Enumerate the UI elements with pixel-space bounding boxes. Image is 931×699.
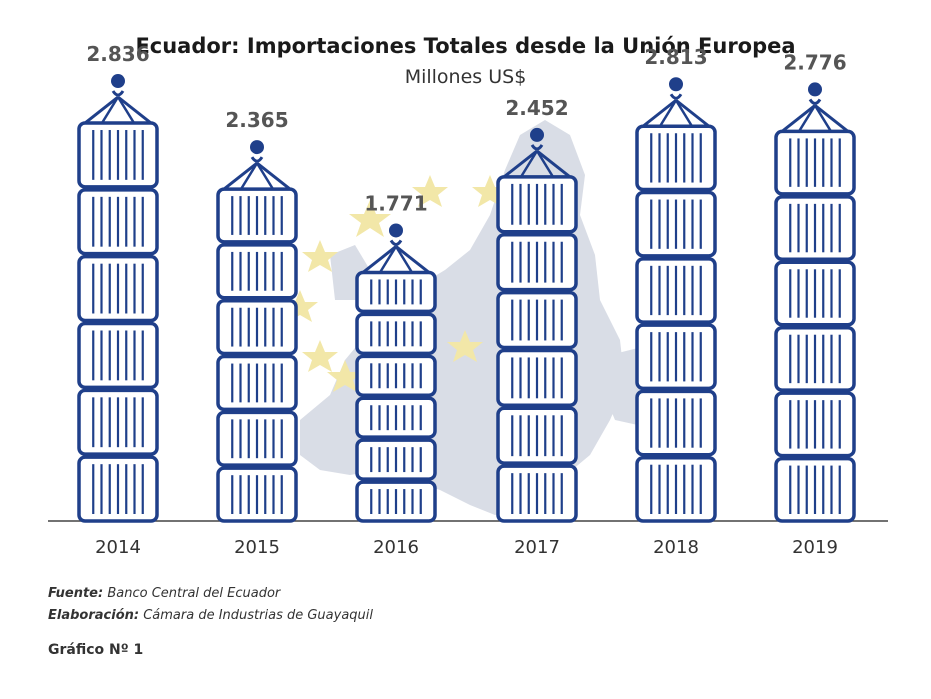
value-label-2017: 2.452 (505, 96, 568, 120)
sling-right (536, 149, 571, 179)
sling-inner-left (658, 99, 678, 127)
sling-inner-right (255, 162, 275, 190)
hook-icon (250, 156, 264, 163)
value-label-2015: 2.365 (225, 108, 288, 132)
sling-inner-left (100, 96, 120, 124)
bar-2017: 2.452 (496, 96, 578, 523)
hook-icon (808, 98, 822, 105)
sling-left (223, 161, 258, 191)
bar-2014: 2.836 (77, 42, 159, 523)
x-tick-label-2014: 2014 (95, 537, 141, 558)
x-tick-label-2016: 2016 (373, 537, 419, 558)
hook-icon (530, 144, 544, 151)
bar-2016: 1.771 (355, 191, 437, 523)
bar-2019: 2.776 (774, 50, 856, 523)
hook-icon (111, 90, 125, 97)
made-by-text: Cámara de Industrias de Guayaquil (143, 608, 374, 623)
bar-2018: 2.813 (635, 45, 717, 523)
sling-left (503, 149, 538, 179)
chart-title: Ecuador: Importaciones Totales desde la … (135, 34, 796, 58)
hook-icon (669, 93, 683, 100)
source-text: Banco Central del Ecuador (107, 586, 281, 601)
hook-icon (389, 239, 403, 246)
sling-inner-right (116, 96, 136, 124)
sling-inner-left (519, 150, 539, 178)
x-tick-label-2018: 2018 (653, 537, 699, 558)
hook-block (530, 127, 544, 142)
x-tick-label-2019: 2019 (792, 537, 838, 558)
sling-right (675, 99, 710, 128)
sling-inner-right (394, 245, 414, 274)
made-by-label: Elaboración: (48, 608, 140, 623)
source-label: Fuente: (48, 586, 104, 601)
sling-left (781, 104, 816, 133)
sling-inner-left (797, 104, 817, 133)
sling-inner-left (378, 245, 398, 274)
sling-inner-right (813, 104, 833, 133)
chart-subtitle: Millones US$ (404, 66, 527, 88)
value-label-2019: 2.776 (783, 50, 846, 74)
hook-block (250, 140, 264, 155)
sling-right (395, 245, 430, 274)
sling-inner-left (239, 162, 259, 190)
sling-right (117, 95, 152, 125)
bar-2015: 2.365 (216, 108, 298, 523)
x-tick-label-2015: 2015 (234, 537, 280, 558)
hook-block (389, 223, 403, 238)
sling-inner-right (535, 150, 555, 178)
sling-left (362, 245, 397, 274)
value-label-2014: 2.836 (86, 42, 149, 66)
x-tick-label-2017: 2017 (514, 537, 560, 558)
sling-left (642, 99, 677, 128)
made-by-note: Elaboración: Cámara de Industrias de Gua… (48, 608, 373, 623)
sling-right (814, 104, 849, 133)
hook-block (669, 77, 683, 92)
value-label-2016: 1.771 (364, 191, 427, 215)
graph-number: Gráfico Nº 1 (48, 642, 144, 658)
value-label-2018: 2.813 (644, 45, 707, 69)
sling-inner-right (674, 99, 694, 127)
sling-right (256, 161, 291, 191)
sling-left (84, 95, 119, 125)
source-note: Fuente: Banco Central del Ecuador (48, 586, 280, 601)
hook-block (808, 82, 822, 97)
hook-block (111, 74, 125, 89)
